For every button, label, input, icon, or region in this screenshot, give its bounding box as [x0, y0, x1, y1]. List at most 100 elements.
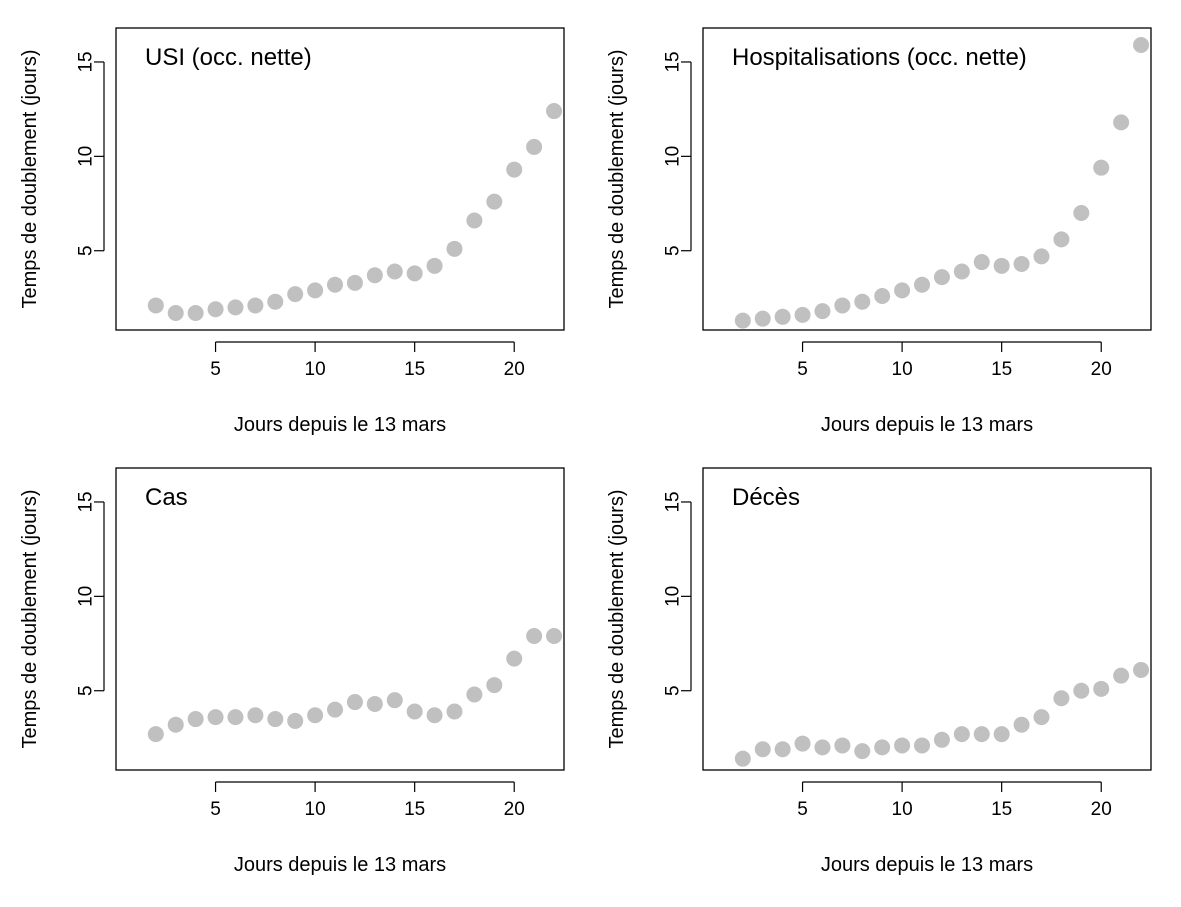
- data-point: [933, 269, 950, 286]
- panel-title: USI (occ. nette): [145, 44, 312, 71]
- x-tick-label: 20: [504, 359, 525, 380]
- data-point: [426, 707, 443, 724]
- y-tick-label: 5: [76, 245, 97, 256]
- data-point: [834, 737, 851, 754]
- data-point: [1113, 667, 1130, 684]
- panel-4: 5 10 15 20 Jours depuis le 13 mars 5 10 15 Temps…: [606, 467, 1152, 876]
- data-point: [914, 737, 931, 754]
- data-point: [1073, 204, 1090, 221]
- y-tick-label: 10: [663, 146, 684, 167]
- x-axis-title: Jours depuis le 13 mars: [821, 854, 1033, 876]
- data-point: [506, 161, 523, 178]
- data-point: [227, 299, 244, 316]
- x-tick-label: 15: [404, 799, 425, 820]
- data-point: [1133, 36, 1150, 53]
- data-point: [526, 627, 543, 644]
- data-point: [794, 735, 811, 752]
- y-tick-label: 5: [663, 685, 684, 696]
- data-point: [287, 286, 304, 303]
- x-axis-title: Jours depuis le 13 mars: [821, 414, 1033, 436]
- data-point: [774, 741, 791, 758]
- data-point: [486, 677, 503, 694]
- y-tick-label: 15: [663, 51, 684, 72]
- data-point: [1033, 248, 1050, 265]
- data-point: [1013, 255, 1030, 272]
- panel-3: 5 10 15 20 Jours depuis le 13 mars 5 10 15 Temps…: [19, 467, 565, 876]
- data-point: [207, 301, 224, 318]
- data-point: [1113, 114, 1130, 131]
- x-tick-label: 15: [404, 359, 425, 380]
- y-axis-title: Temps de doublement (jours): [606, 489, 628, 748]
- data-point: [993, 257, 1010, 274]
- x-tick-label: 20: [1091, 359, 1112, 380]
- data-point: [287, 712, 304, 729]
- x-axis-title: Jours depuis le 13 mars: [234, 854, 446, 876]
- data-point: [327, 276, 344, 293]
- data-point: [267, 711, 284, 728]
- x-tick-label: 5: [210, 359, 221, 380]
- data-point: [774, 308, 791, 325]
- data-point: [754, 741, 771, 758]
- y-tick-label: 10: [76, 146, 97, 167]
- data-point: [814, 303, 831, 320]
- data-point: [794, 306, 811, 323]
- data-point: [466, 212, 483, 229]
- x-tick-label: 15: [991, 359, 1012, 380]
- data-point: [1073, 682, 1090, 699]
- data-point: [973, 726, 990, 743]
- data-point: [187, 305, 204, 322]
- y-axis-title: Temps de doublement (jours): [19, 49, 41, 308]
- data-point: [914, 276, 931, 293]
- data-point: [933, 731, 950, 748]
- panel-title: Décès: [732, 484, 800, 511]
- data-point: [874, 288, 891, 305]
- y-tick-label: 15: [76, 51, 97, 72]
- panel-2: 5 10 15 20 Jours depuis le 13 mars 5 10 15 Temps…: [606, 27, 1152, 436]
- data-point: [1053, 690, 1070, 707]
- y-tick-label: 15: [663, 491, 684, 512]
- x-tick-label: 10: [892, 359, 913, 380]
- data-point: [1013, 716, 1030, 733]
- y-axis-title: Temps de doublement (jours): [19, 489, 41, 748]
- data-point: [247, 297, 264, 314]
- data-point: [953, 726, 970, 743]
- panel-title: Hospitalisations (occ. nette): [732, 44, 1027, 71]
- y-tick-label: 5: [663, 245, 684, 256]
- y-tick-label: 5: [76, 685, 97, 696]
- plot-frame: [115, 27, 565, 331]
- x-tick-label: 10: [892, 799, 913, 820]
- data-point: [167, 305, 184, 322]
- data-point: [147, 297, 164, 314]
- x-tick-label: 20: [1091, 799, 1112, 820]
- data-point: [1053, 231, 1070, 248]
- y-tick-label: 10: [76, 586, 97, 607]
- data-point: [366, 267, 383, 284]
- data-point: [247, 707, 264, 724]
- data-point: [366, 695, 383, 712]
- data-point: [874, 739, 891, 756]
- x-tick-label: 5: [797, 799, 808, 820]
- x-tick-label: 5: [210, 799, 221, 820]
- data-point: [993, 726, 1010, 743]
- x-tick-label: 10: [305, 799, 326, 820]
- data-point: [1033, 709, 1050, 726]
- data-point: [426, 257, 443, 274]
- data-point: [1093, 159, 1110, 176]
- data-point: [854, 293, 871, 310]
- x-tick-label: 20: [504, 799, 525, 820]
- data-point: [754, 310, 771, 327]
- data-point: [406, 703, 423, 720]
- panel-title: Cas: [145, 484, 188, 511]
- data-point: [506, 650, 523, 667]
- data-point: [207, 709, 224, 726]
- x-tick-label: 5: [797, 359, 808, 380]
- data-point: [894, 737, 911, 754]
- plot-frame: [115, 467, 565, 771]
- data-point: [466, 686, 483, 703]
- data-point: [894, 282, 911, 299]
- data-point: [1133, 661, 1150, 678]
- data-point: [386, 692, 403, 709]
- plot-frame: [702, 467, 1152, 771]
- data-point: [446, 240, 463, 257]
- data-point: [546, 103, 563, 120]
